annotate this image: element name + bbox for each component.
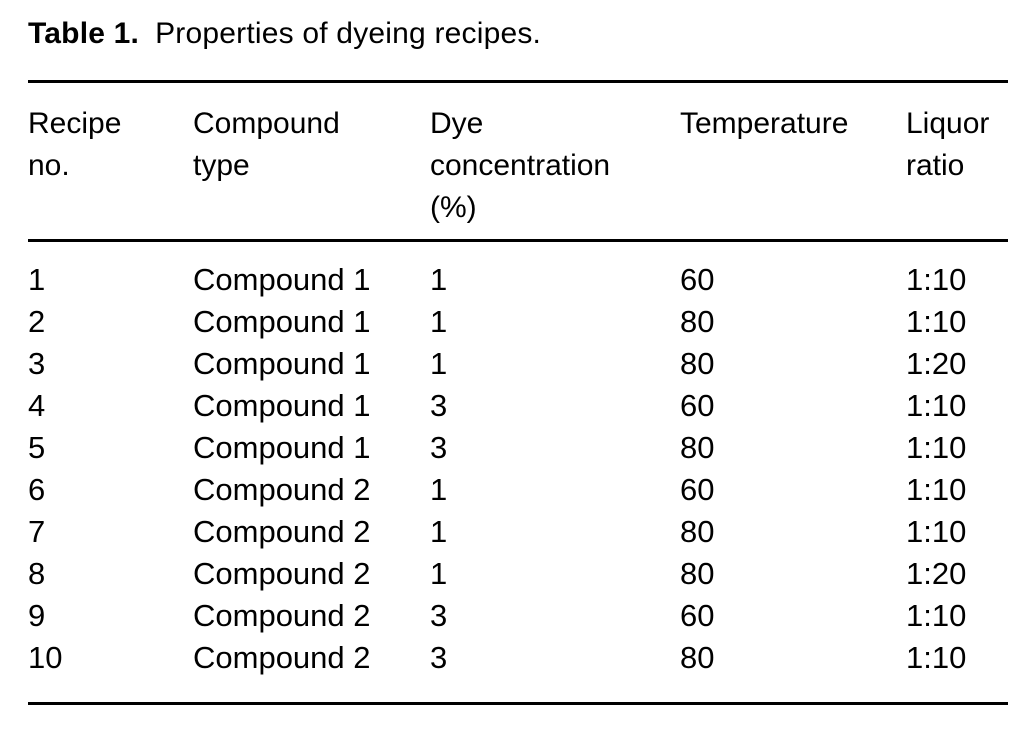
table-cell: 1:10 [906, 514, 967, 549]
table-cell: 1:10 [906, 262, 967, 297]
table-cell: 5 [28, 430, 46, 465]
table-cell: Compound 2 [193, 640, 371, 675]
table-cell: 7 [28, 514, 46, 549]
table-cell: 1 [430, 556, 448, 591]
table-cell: 80 [680, 430, 715, 465]
table-body: 1 Compound 1 1 60 1:10 2 Compound 1 1 80 1:10 3 Com… [28, 241, 1008, 704]
table-cell: 4 [28, 388, 46, 423]
table-cell: 60 [680, 388, 715, 423]
table-cell: Compound 1 [193, 304, 371, 339]
table-cell: 80 [680, 304, 715, 339]
paper-table-figure: Table 1. Properties of dyeing recipes. Re… [28, 12, 1008, 705]
col-header-compound-type: Compound type [193, 107, 340, 182]
table-cell: 80 [680, 514, 715, 549]
table-cell: 10 [28, 640, 63, 675]
table-cell: 3 [430, 430, 448, 465]
table-row: 6 Compound 2 1 60 1:10 [28, 469, 1008, 511]
table-row: 10 Compound 2 3 80 1:10 [28, 637, 1008, 704]
table-cell: 3 [430, 388, 448, 423]
table-cell: 80 [680, 556, 715, 591]
table-cell: 8 [28, 556, 46, 591]
table-cell: Compound 1 [193, 262, 371, 297]
table-cell: Compound 2 [193, 514, 371, 549]
col-header-liquor-ratio: Liquor ratio [906, 107, 990, 182]
table-cell: 60 [680, 472, 715, 507]
table-cell: 1:20 [906, 346, 967, 381]
table-cell: 1:20 [906, 556, 967, 591]
table-cell: 1 [430, 304, 448, 339]
table-row: 3 Compound 1 1 80 1:20 [28, 343, 1008, 385]
table-cell: 1:10 [906, 430, 967, 465]
header-row: Recipe no. Compound type Dye concentrati… [28, 82, 1008, 241]
table-row: 5 Compound 1 3 80 1:10 [28, 427, 1008, 469]
table-cell: 80 [680, 640, 715, 675]
table-caption-text: Properties of dyeing recipes. [155, 17, 542, 50]
table-cell: 1:10 [906, 388, 967, 423]
table-cell: Compound 2 [193, 598, 371, 633]
table-caption-label: Table 1. [28, 17, 140, 50]
table-caption: Table 1. Properties of dyeing recipes. [28, 12, 1008, 56]
table-row: 2 Compound 1 1 80 1:10 [28, 301, 1008, 343]
table-cell: 1 [28, 262, 46, 297]
table-cell: 3 [28, 346, 46, 381]
col-header-dye-concentration: Dye concentration (%) [430, 107, 611, 224]
table-row: 1 Compound 1 1 60 1:10 [28, 241, 1008, 302]
table-cell: Compound 2 [193, 472, 371, 507]
table-cell: 60 [680, 598, 715, 633]
table-cell: 1 [430, 262, 448, 297]
table-cell: 1:10 [906, 640, 967, 675]
col-header-temperature: Temperature [680, 107, 849, 140]
table-cell: 60 [680, 262, 715, 297]
table-cell: 1 [430, 346, 448, 381]
table-cell: Compound 1 [193, 346, 371, 381]
table-cell: 3 [430, 598, 448, 633]
col-header-recipe-no: Recipe no. [28, 107, 122, 182]
table-cell: 2 [28, 304, 46, 339]
table-cell: 1:10 [906, 304, 967, 339]
table-cell: Compound 2 [193, 556, 371, 591]
table-row: 9 Compound 2 3 60 1:10 [28, 595, 1008, 637]
table-cell: 1:10 [906, 598, 967, 633]
table-cell: Compound 1 [193, 430, 371, 465]
table-row: 8 Compound 2 1 80 1:20 [28, 553, 1008, 595]
table-cell: 80 [680, 346, 715, 381]
table-cell: 6 [28, 472, 46, 507]
table-cell: 9 [28, 598, 46, 633]
dyeing-recipes-table: Recipe no. Compound type Dye concentrati… [28, 80, 1008, 705]
table-cell: Compound 1 [193, 388, 371, 423]
table-row: 4 Compound 1 3 60 1:10 [28, 385, 1008, 427]
table-cell: 3 [430, 640, 448, 675]
table-cell: 1:10 [906, 472, 967, 507]
table-row: 7 Compound 2 1 80 1:10 [28, 511, 1008, 553]
table-cell: 1 [430, 472, 448, 507]
table-cell: 1 [430, 514, 448, 549]
